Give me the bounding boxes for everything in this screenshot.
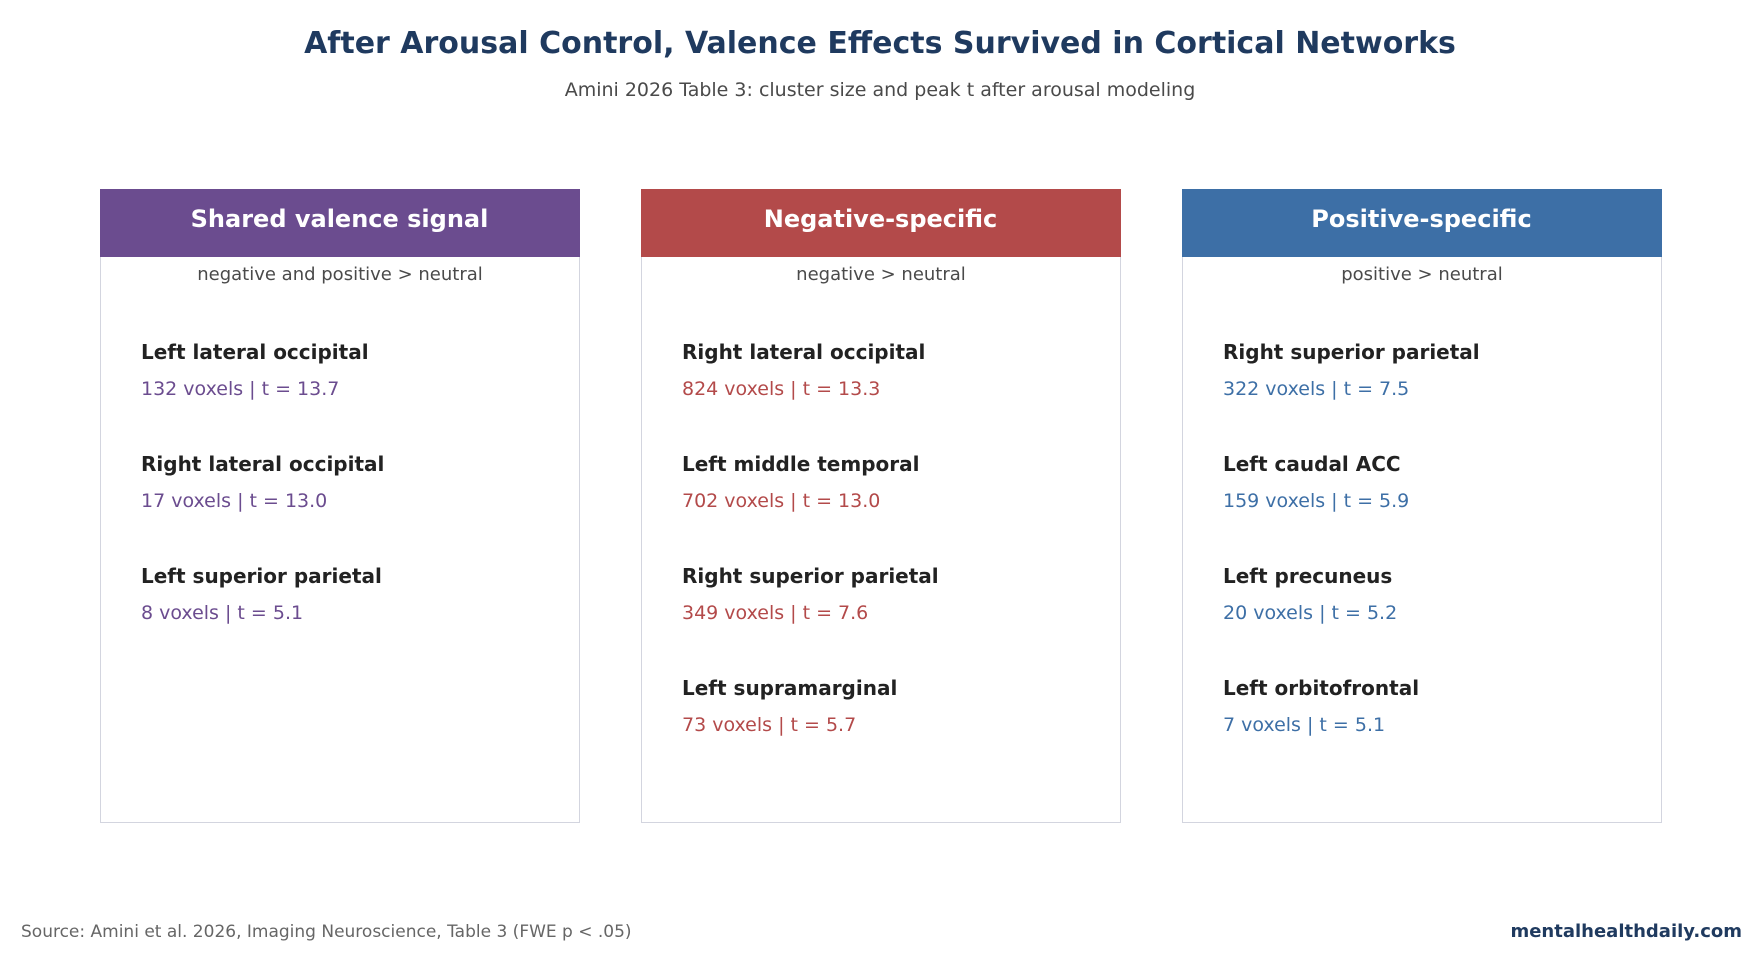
region-name: Left superior parietal xyxy=(141,564,382,588)
panel-description: positive > neutral xyxy=(1341,264,1503,285)
region-name: Right superior parietal xyxy=(1223,340,1480,364)
region-stats: 349 voxels | t = 7.6 xyxy=(682,602,869,624)
region-name: Left lateral occipital xyxy=(141,340,369,364)
region-name: Left caudal ACC xyxy=(1223,452,1401,476)
panel-description: negative and positive > neutral xyxy=(197,264,483,285)
region-stats: 322 voxels | t = 7.5 xyxy=(1223,378,1410,400)
region-item: Left lateral occipital 132 voxels | t = 1… xyxy=(141,340,561,401)
region-stats: 824 voxels | t = 13.3 xyxy=(682,378,881,400)
panel-header: Shared valence signal xyxy=(99,188,580,257)
region-item: Right lateral occipital 17 voxels | t = 1… xyxy=(141,452,561,513)
region-stats: 20 voxels | t = 5.2 xyxy=(1223,602,1398,624)
region-name: Left precuneus xyxy=(1223,564,1393,588)
chart-title: After Arousal Control, Valence Effects S… xyxy=(304,26,1456,61)
panel-2: Negative-specific negative > neutral Right… xyxy=(640,188,1121,823)
region-item: Right superior parietal 322 voxels | t = … xyxy=(1223,340,1643,401)
region-name: Right lateral occipital xyxy=(682,340,926,364)
region-stats: 7 voxels | t = 5.1 xyxy=(1223,714,1386,736)
panel-header: Negative-specific xyxy=(640,188,1121,257)
region-name: Right superior parietal xyxy=(682,564,939,588)
region-item: Left middle temporal 702 voxels | t = 13.… xyxy=(682,452,1102,513)
region-stats: 17 voxels | t = 13.0 xyxy=(141,490,328,512)
region-item: Right superior parietal 349 voxels | t = … xyxy=(682,564,1102,625)
panel-header: Positive-specific xyxy=(1181,188,1662,257)
region-name: Left supramarginal xyxy=(682,676,898,700)
region-item: Left precuneus 20 voxels | t = 5.2 xyxy=(1223,564,1643,625)
region-item: Left orbitofrontal 7 voxels | t = 5.1 xyxy=(1223,676,1643,737)
region-stats: 8 voxels | t = 5.1 xyxy=(141,602,304,624)
region-stats: 159 voxels | t = 5.9 xyxy=(1223,490,1410,512)
brand-logo-text: mentalhealthdaily.com xyxy=(1510,921,1742,942)
source-note: Source: Amini et al. 2026, Imaging Neuro… xyxy=(21,922,632,942)
panel-1: Shared valence signal negative and positi… xyxy=(99,188,580,823)
region-stats: 702 voxels | t = 13.0 xyxy=(682,490,881,512)
region-name: Right lateral occipital xyxy=(141,452,385,476)
region-item: Left superior parietal 8 voxels | t = 5.1 xyxy=(141,564,561,625)
panel-3: Positive-specific positive > neutral Right… xyxy=(1181,188,1662,823)
chart-subtitle: Amini 2026 Table 3: cluster size and pea… xyxy=(564,79,1196,101)
region-item: Left supramarginal 73 voxels | t = 5.7 xyxy=(682,676,1102,737)
region-stats: 132 voxels | t = 13.7 xyxy=(141,378,340,400)
region-item: Left caudal ACC 159 voxels | t = 5.9 xyxy=(1223,452,1643,513)
panel-description: negative > neutral xyxy=(796,264,966,285)
region-name: Left middle temporal xyxy=(682,452,920,476)
region-item: Right lateral occipital 824 voxels | t = … xyxy=(682,340,1102,401)
region-name: Left orbitofrontal xyxy=(1223,676,1420,700)
region-stats: 73 voxels | t = 5.7 xyxy=(682,714,857,736)
